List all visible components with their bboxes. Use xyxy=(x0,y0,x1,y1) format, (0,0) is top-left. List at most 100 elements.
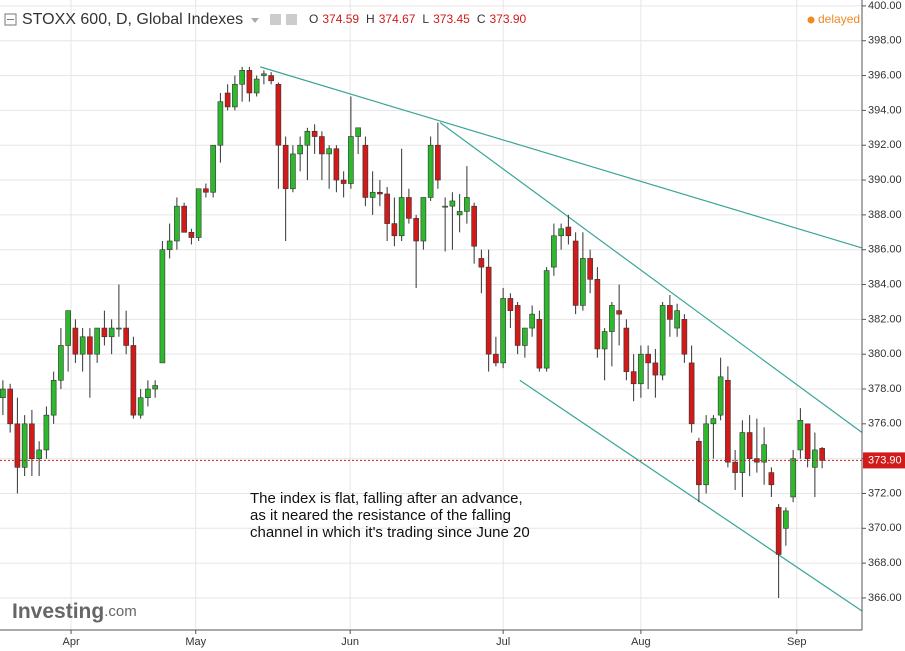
candle-body xyxy=(703,423,709,486)
dropdown-arrow[interactable] xyxy=(251,18,259,23)
candle-body xyxy=(72,327,79,355)
candle-body xyxy=(217,101,224,146)
settings-icon[interactable] xyxy=(270,14,281,25)
y-tick-label: 392.00 xyxy=(868,139,902,151)
annotation-line: channel in which it's trading since June… xyxy=(250,524,530,541)
ohlc-value: 374.67 xyxy=(379,12,416,26)
candle-body xyxy=(725,379,731,463)
candle-body xyxy=(94,327,100,355)
y-tick-label: 376.00 xyxy=(868,418,902,430)
candle-body xyxy=(572,240,579,306)
status: delayed xyxy=(818,12,860,26)
candle-body xyxy=(616,310,622,315)
candle-body xyxy=(406,197,412,219)
candle-body xyxy=(21,423,28,468)
candle-body xyxy=(464,197,470,212)
candle-body xyxy=(587,258,593,280)
candle-body xyxy=(268,75,274,82)
candle-body xyxy=(87,336,93,355)
candle-body xyxy=(319,136,325,155)
candle-body xyxy=(108,327,115,338)
candle-body xyxy=(14,423,21,468)
candle-body xyxy=(362,144,369,198)
y-tick-label: 384.00 xyxy=(868,278,902,290)
ohlc-key: H xyxy=(366,12,375,26)
candle-body xyxy=(152,385,158,390)
candle-body xyxy=(246,70,253,94)
candle-body xyxy=(529,313,535,329)
candle-body xyxy=(551,235,557,268)
candle-body xyxy=(522,327,528,346)
candle-body xyxy=(116,327,122,330)
candle-body xyxy=(768,472,775,486)
candle-body xyxy=(739,432,746,473)
candle-body xyxy=(732,461,738,473)
annotation: The index is flat, falling after an adva… xyxy=(250,490,530,541)
candle-body xyxy=(514,305,521,346)
candle-body xyxy=(471,205,477,247)
candle-body xyxy=(819,448,825,461)
candle-body xyxy=(594,279,601,350)
candle-body xyxy=(130,345,137,416)
candle-body xyxy=(253,78,260,94)
candle-body xyxy=(696,440,702,486)
candle-body xyxy=(623,327,630,372)
candle-body xyxy=(485,266,492,355)
candle-body xyxy=(812,449,818,468)
candle-body xyxy=(717,376,724,416)
y-tick-label: 388.00 xyxy=(868,209,902,221)
candle-body xyxy=(203,188,209,193)
candle-body xyxy=(558,228,564,237)
candle-body xyxy=(630,371,637,385)
candle-body xyxy=(348,136,354,184)
candle-body xyxy=(340,179,347,184)
candle-body xyxy=(710,418,717,425)
last-price-box xyxy=(863,452,905,469)
candle-body xyxy=(174,205,180,242)
x-tick-label: Sep xyxy=(787,636,807,648)
candle-body xyxy=(58,345,64,381)
trendline xyxy=(260,66,863,249)
candle-body xyxy=(188,231,195,238)
ohlc-value: 373.45 xyxy=(433,12,470,26)
candle-body xyxy=(36,449,42,459)
ohlc-key: O xyxy=(309,12,318,26)
candle-body xyxy=(536,319,543,369)
collapse-icon[interactable] xyxy=(4,13,17,26)
candle-body xyxy=(398,197,405,237)
candle-body xyxy=(638,353,644,385)
candle-body xyxy=(746,432,753,459)
candle-body xyxy=(101,327,108,338)
candle-body xyxy=(652,362,659,376)
candle-body xyxy=(580,258,586,306)
status-dot xyxy=(807,16,815,24)
y-tick-label: 396.00 xyxy=(868,69,902,81)
candle-body xyxy=(137,397,144,416)
y-tick-label: 366.00 xyxy=(868,592,902,604)
candle-body xyxy=(377,191,383,195)
candle-body xyxy=(0,388,6,399)
y-tick-label: 382.00 xyxy=(868,313,902,325)
ohlc-value: 373.90 xyxy=(489,12,526,26)
candle-body xyxy=(456,211,463,216)
candle-body xyxy=(275,83,282,146)
x-tick-label: Apr xyxy=(62,636,79,648)
settings-icon[interactable] xyxy=(286,14,297,25)
y-tick-label: 400.00 xyxy=(868,0,902,12)
candle-body xyxy=(261,73,267,76)
header: STOXX 600, D, Global Indexes O 374.59 H 374… xyxy=(4,11,860,28)
candle-body xyxy=(369,191,376,198)
candle-body xyxy=(565,226,572,237)
candle-body xyxy=(159,249,166,364)
logo-suffix: .com xyxy=(104,603,137,620)
candle-body xyxy=(333,148,340,181)
candle-body xyxy=(493,353,499,364)
candle-body xyxy=(681,319,688,355)
candle-body xyxy=(420,197,427,242)
y-tick-label: 386.00 xyxy=(868,244,902,256)
candle-body xyxy=(449,200,456,207)
y-tick-label: 394.00 xyxy=(868,104,902,116)
candle-body xyxy=(435,144,441,181)
